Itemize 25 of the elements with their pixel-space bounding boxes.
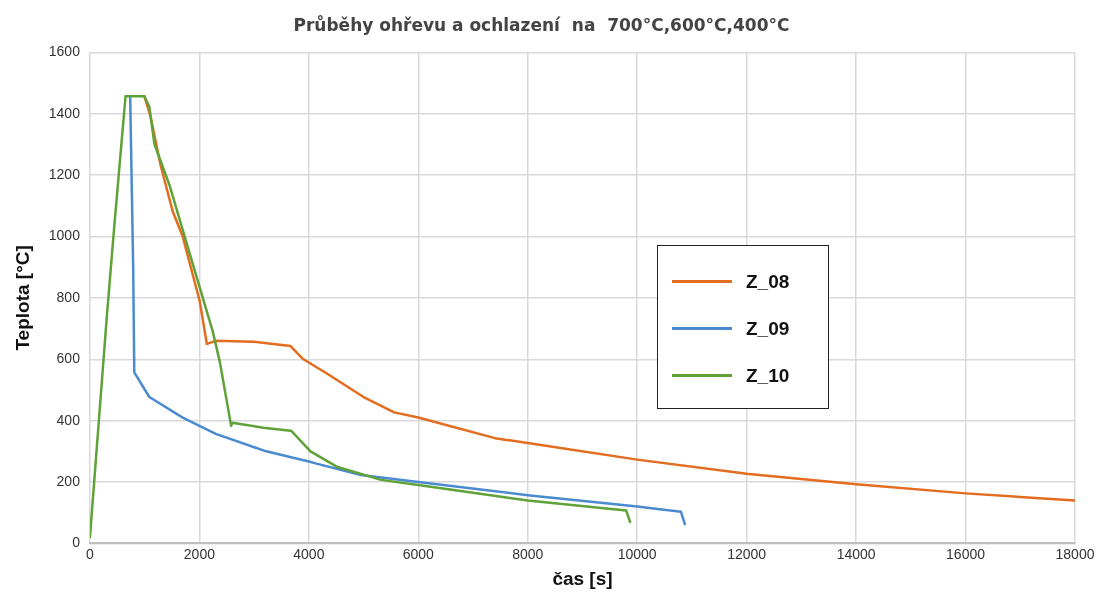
y-tick-label: 1400 [48,104,81,121]
x-tick-label: 8000 [512,545,544,562]
x-axis-title: čas [s] [552,567,613,589]
y-tick-label: 400 [56,411,81,428]
x-tick-label: 6000 [402,545,435,562]
legend-label: Z_10 [746,364,790,387]
chart-title: Průběhy ohřevu a ochlazení na 700°C,600°C,400°C [293,13,790,35]
x-tick-label: 2000 [183,545,216,562]
y-tick-label: 1600 [48,43,81,60]
x-tick-label: 14000 [836,545,876,562]
y-tick-label: 800 [56,288,81,305]
y-axis-title: Teplota [°C] [11,245,33,351]
x-tick-label: 10000 [617,545,657,562]
y-tick-label: 200 [56,472,81,489]
legend-label: Z_09 [746,317,790,340]
x-tick-label: 12000 [727,545,767,562]
x-tick-label: 4000 [293,545,325,562]
y-tick-label: 1000 [48,227,81,244]
x-tick-label: 16000 [946,545,986,562]
y-tick-label: 1200 [48,166,81,183]
y-tick-label: 600 [56,350,81,367]
x-tick-label: 18000 [1055,545,1095,562]
x-tick-label: 0 [86,545,95,562]
y-tick-label: 0 [72,534,81,551]
legend-label: Z_08 [746,270,790,293]
